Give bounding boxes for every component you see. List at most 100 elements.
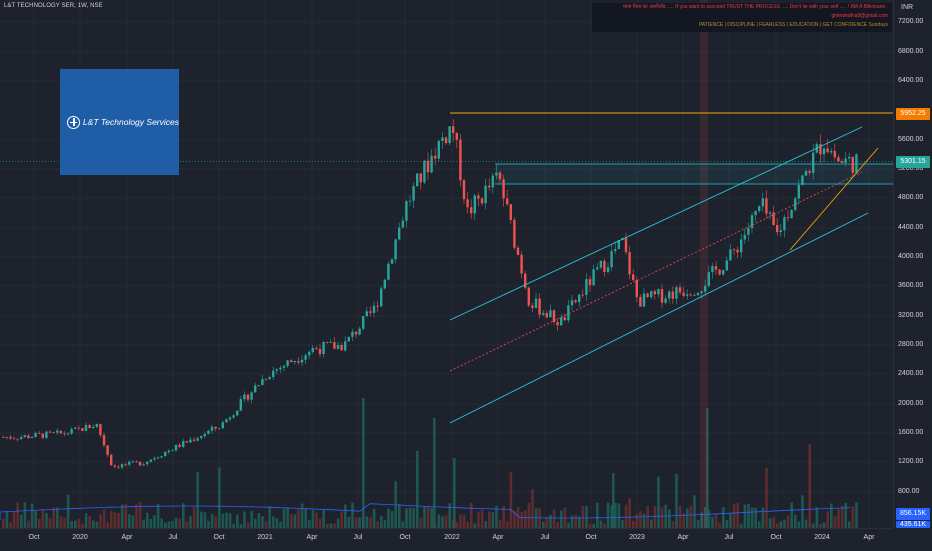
volume-bar xyxy=(786,515,790,528)
time-axis[interactable] xyxy=(0,528,893,551)
volume-bar xyxy=(549,514,552,528)
time-tick: Jul xyxy=(353,534,363,541)
candle-body xyxy=(833,150,836,158)
candle-body xyxy=(300,359,304,363)
price-tick: 1600.00 xyxy=(898,429,924,436)
candle-body xyxy=(545,312,548,318)
volume-bar xyxy=(750,507,754,528)
candle-body xyxy=(221,422,224,429)
volume-bar xyxy=(840,505,844,528)
trendline xyxy=(789,147,879,251)
price-tick: 6400.00 xyxy=(898,77,924,84)
volume-bar xyxy=(390,511,394,528)
candle-body xyxy=(315,348,318,350)
candle-body xyxy=(387,263,390,280)
volume-bar xyxy=(776,523,779,528)
price-tick: 4800.00 xyxy=(898,194,924,201)
candle-body xyxy=(426,160,430,173)
candle-body xyxy=(632,274,635,281)
candle-body xyxy=(750,215,754,229)
volume-bar xyxy=(722,507,725,528)
candle-body xyxy=(837,157,840,162)
candle-body xyxy=(794,198,797,210)
candle-body xyxy=(210,426,214,431)
currency-label[interactable]: INR xyxy=(901,4,914,11)
volume-bar xyxy=(196,471,199,528)
volume-bar xyxy=(470,502,473,528)
volume-bar xyxy=(329,523,333,528)
candle-body xyxy=(675,287,678,299)
candle-body xyxy=(207,430,210,435)
candle-body xyxy=(624,238,628,253)
price-tick: 2800.00 xyxy=(898,341,924,348)
volume-bar xyxy=(290,514,293,528)
volume-bar xyxy=(628,498,631,528)
candle-body xyxy=(473,195,476,214)
volume-bar xyxy=(437,514,441,528)
volume-bar xyxy=(433,418,436,528)
candle-body xyxy=(732,249,736,251)
candle-body xyxy=(441,137,444,141)
volume-bar xyxy=(272,516,275,528)
candle-body xyxy=(20,437,23,440)
candle-body xyxy=(286,360,289,366)
candle-body xyxy=(434,155,437,159)
candle-body xyxy=(855,154,858,173)
candle-body xyxy=(786,217,790,219)
volume-bar xyxy=(484,521,487,528)
candle-body xyxy=(131,461,134,463)
candle-body xyxy=(164,452,167,457)
candle-body xyxy=(372,305,376,313)
volume-bar xyxy=(243,511,246,528)
candle-body xyxy=(599,260,602,268)
volume-bar xyxy=(286,507,289,528)
candle-body xyxy=(106,445,109,455)
volume-bar xyxy=(509,472,513,528)
candle-body xyxy=(66,433,70,435)
candle-body xyxy=(448,126,451,144)
volume-bar xyxy=(254,518,257,528)
volume-bar xyxy=(812,523,815,528)
volume-bar xyxy=(444,515,448,528)
volume-bar xyxy=(5,511,9,528)
volume-bar xyxy=(311,510,315,528)
volume-bar xyxy=(239,523,243,528)
candle-body xyxy=(228,417,232,420)
banner-line-1: माता पिता का आशीर्वाद ..... If you want … xyxy=(623,4,888,19)
volume-bar xyxy=(38,519,41,528)
candle-body xyxy=(365,311,368,317)
volume-bar xyxy=(650,519,653,528)
candle-body xyxy=(498,172,502,180)
volume-bar xyxy=(236,514,239,528)
candle-body xyxy=(236,410,239,416)
volume-bar xyxy=(30,503,34,528)
price-axis[interactable] xyxy=(893,0,932,528)
candle-body xyxy=(110,454,113,466)
volume-bar xyxy=(488,511,491,528)
candle-body xyxy=(185,441,188,443)
time-tick: Oct xyxy=(213,534,225,541)
high-price-tag: 5952.25 xyxy=(896,108,930,120)
time-tick: Apr xyxy=(863,534,875,541)
candle-body xyxy=(747,228,750,235)
candle-body xyxy=(347,336,350,342)
volume-bar xyxy=(142,519,145,528)
candle-body xyxy=(671,291,674,299)
volume-bar xyxy=(706,408,709,528)
volume-bar xyxy=(606,502,610,528)
volume-bar xyxy=(808,444,811,528)
volume-bar xyxy=(610,505,613,528)
time-tick: Apr xyxy=(306,534,318,541)
candle-body xyxy=(146,461,149,465)
volume-bar xyxy=(297,508,300,528)
candle-body xyxy=(477,195,480,199)
volume-bar xyxy=(336,518,340,528)
candle-body xyxy=(279,367,282,370)
volume-bar xyxy=(232,523,235,528)
candle-body xyxy=(711,266,714,273)
candle-body xyxy=(491,175,494,188)
candle-body xyxy=(261,378,264,386)
volume-bar xyxy=(225,512,228,528)
volume-bar xyxy=(210,514,214,528)
